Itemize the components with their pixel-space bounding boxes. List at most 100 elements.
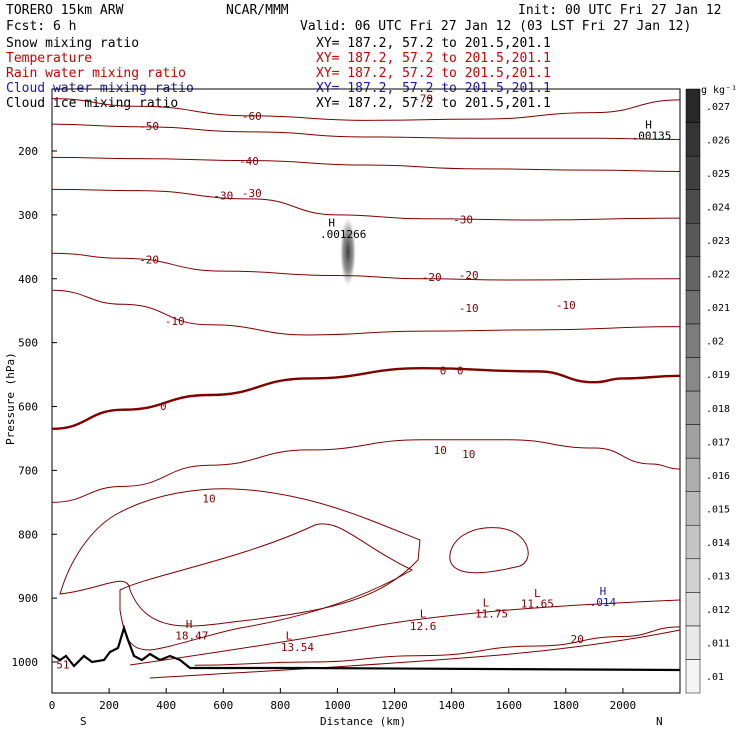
rain-contour xyxy=(119,523,414,651)
rain-contour xyxy=(129,599,681,666)
x-tick-label: 1600 xyxy=(495,699,522,712)
point-label: 51 xyxy=(56,658,69,671)
colorbar-swatch xyxy=(685,390,701,425)
contour-label: -20 xyxy=(422,271,442,284)
colorbar-label: .025 xyxy=(706,169,730,180)
rain-contour xyxy=(149,629,681,679)
point-label: L xyxy=(286,630,293,643)
point-labels: H18.47 L13.54L12.6L11.75L11.65H.014H.0012… xyxy=(56,119,671,672)
temperature-contour xyxy=(51,439,681,503)
colorbar-label: .013 xyxy=(706,572,730,583)
temperature-contours xyxy=(51,98,681,666)
point-label: .00135 xyxy=(632,130,672,143)
point-label: H xyxy=(328,216,335,229)
temperature-contour xyxy=(51,98,681,121)
y-tick-label: 200 xyxy=(18,145,38,158)
contour-labels: -60 -70 -50 -40 -30 -30 -30 -20 -20 -20 -10 -10 -10 0… xyxy=(139,93,584,646)
x-tick-label: 600 xyxy=(213,699,233,712)
x-tick-label: 2000 xyxy=(610,699,637,712)
y-tick-label: 800 xyxy=(18,528,38,541)
colorbar-swatch xyxy=(685,256,701,291)
y-axis-title: Pressure (hPa) xyxy=(4,352,17,445)
point-label: 13.54 xyxy=(281,641,314,654)
colorbar-swatch xyxy=(685,558,701,593)
cloud-ice-maximum xyxy=(340,218,356,286)
contour-label: -30 xyxy=(242,187,262,200)
colorbar-label: .026 xyxy=(706,135,730,146)
colorbar-label: .016 xyxy=(706,471,730,482)
rain-contour xyxy=(449,527,529,574)
x-tick-label: 0 xyxy=(49,699,56,712)
y-tick-label: 300 xyxy=(18,209,38,222)
contour-label: -20 xyxy=(459,269,479,282)
x-tick-label: 1000 xyxy=(324,699,351,712)
colorbar-swatch xyxy=(685,424,701,459)
contour-label: 20 xyxy=(571,633,584,646)
y-axis: 200 300 400 500 600 700 800 900 1000 xyxy=(12,145,57,669)
field-list: Snow mixing ratio XY= 187.2, 57.2 to 201.… xyxy=(6,36,551,111)
rain-contour xyxy=(59,488,421,627)
temperature-contour xyxy=(51,252,681,281)
x-axis: 0 200 400 600 800 1000 1200 1400 1600 1800 2000 xyxy=(49,688,636,712)
colorbar-swatch xyxy=(685,155,701,190)
contour-label: 10 xyxy=(434,444,447,457)
point-label: H xyxy=(600,585,607,598)
point-label: 12.6 xyxy=(410,620,437,633)
colorbar-swatch xyxy=(685,122,701,157)
point-label: L xyxy=(534,587,541,600)
colorbar-label: .02 xyxy=(706,337,724,348)
colorbar: .01 .011 .012 .013 .014 .015 .016 .017 .018 .019.… xyxy=(685,88,730,694)
colorbar-swatch xyxy=(685,88,701,123)
colorbar-swatch xyxy=(685,457,701,492)
x-tick-label: 400 xyxy=(156,699,176,712)
x-right-end-label: N xyxy=(656,715,663,728)
x-tick-label: 800 xyxy=(270,699,290,712)
field-name: Rain water mixing ratio xyxy=(6,66,186,81)
temperature-contour xyxy=(51,289,681,336)
colorbar-label: .014 xyxy=(706,538,730,549)
temperature-contour xyxy=(51,188,681,221)
temperature-contour xyxy=(194,626,681,666)
colorbar-swatch xyxy=(685,524,701,560)
contour-label: 10 xyxy=(462,448,475,461)
plot-frame xyxy=(51,88,681,694)
temperature-contour xyxy=(51,156,681,172)
contour-label: -10 xyxy=(556,299,576,312)
colorbar-label: .017 xyxy=(706,437,730,448)
fcst-label: Fcst: 6 h xyxy=(6,19,76,34)
contour-label: -30 xyxy=(213,190,233,203)
rain-water-contours xyxy=(59,488,681,679)
colorbar-swatch xyxy=(685,290,701,325)
model-label: TORERO 15km ARW xyxy=(6,3,124,18)
terrain-profile xyxy=(51,624,681,672)
contour-label: 10 xyxy=(202,492,215,505)
field-xy: XY= 187.2, 57.2 to 201.5,201.1 xyxy=(316,66,551,81)
field-xy: XY= 187.2, 57.2 to 201.5,201.1 xyxy=(316,96,551,111)
temperature-contour xyxy=(51,366,681,431)
field-xy: XY= 187.2, 57.2 to 201.5,201.1 xyxy=(316,36,551,51)
x-tick-label: 200 xyxy=(99,699,119,712)
point-label: L xyxy=(420,607,427,620)
field-name: Snow mixing ratio xyxy=(6,36,139,51)
init-label: Init: 00 UTC Fri 27 Jan 12 xyxy=(518,3,722,18)
colorbar-swatch xyxy=(685,625,701,660)
point-label: H xyxy=(186,618,193,631)
colorbar-swatch xyxy=(685,659,701,694)
contour-label: 0 xyxy=(440,365,447,378)
point-label: L xyxy=(483,596,490,609)
colorbar-swatch xyxy=(685,592,701,627)
contour-label: -10 xyxy=(459,302,479,315)
colorbar-label: .011 xyxy=(706,639,730,650)
x-left-end-label: S xyxy=(80,715,87,728)
colorbar-label: .018 xyxy=(706,404,730,415)
contour-label: 0 xyxy=(457,365,464,378)
contour-label: -30 xyxy=(453,213,473,226)
colorbar-swatch xyxy=(685,323,701,358)
y-tick-label: 1000 xyxy=(12,656,39,669)
colorbar-label: .021 xyxy=(706,303,730,314)
y-tick-label: 700 xyxy=(18,464,38,477)
y-tick-label: 600 xyxy=(18,401,38,414)
y-tick-label: 900 xyxy=(18,592,38,605)
colorbar-label: .01 xyxy=(706,672,724,683)
